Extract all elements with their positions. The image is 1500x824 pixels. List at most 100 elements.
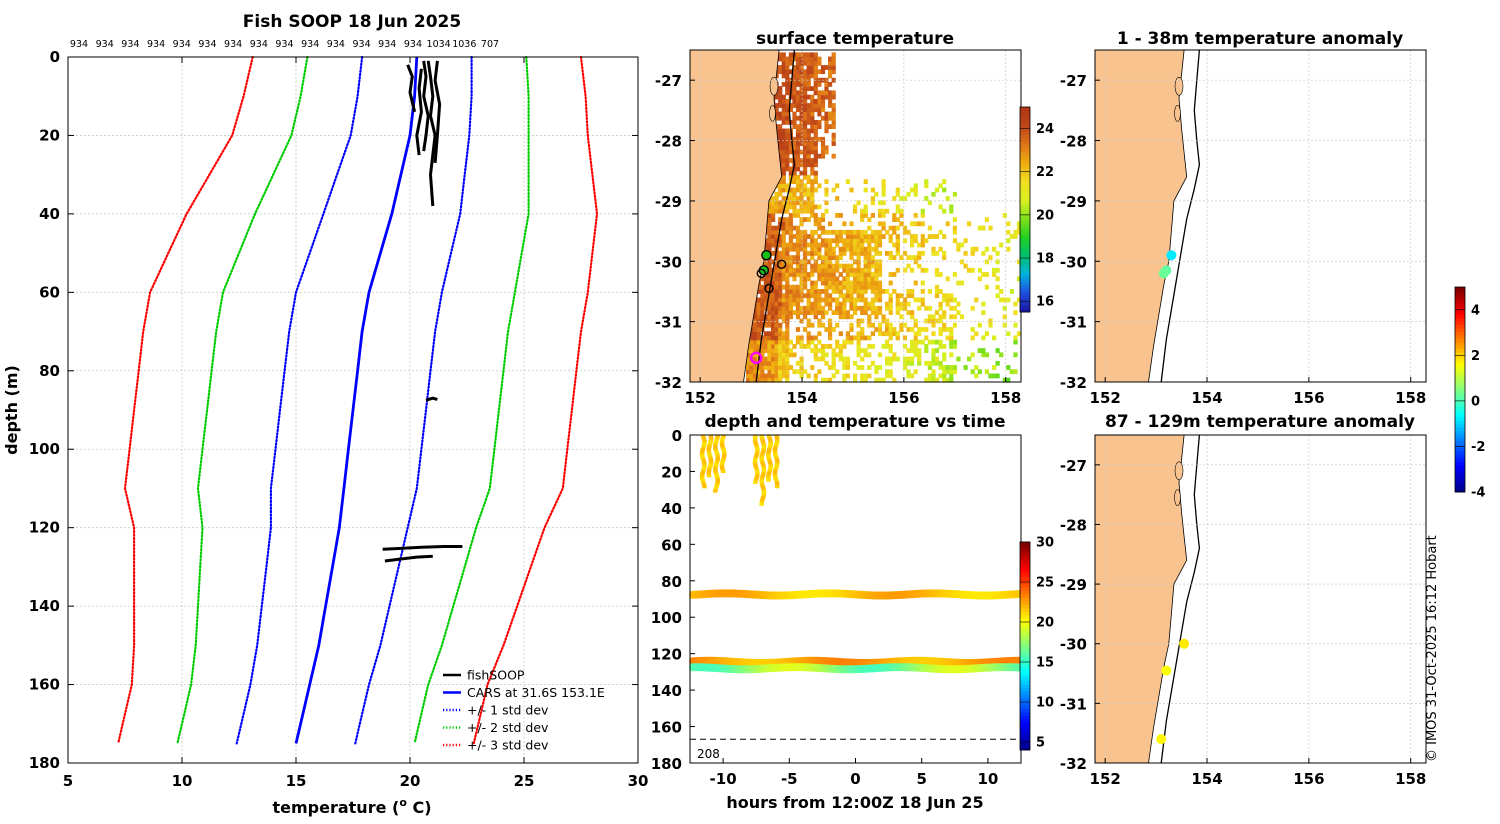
sst-pixel — [835, 238, 840, 244]
sst-pixel — [870, 322, 875, 328]
sst-pixel — [845, 356, 850, 362]
sst-pixel — [870, 310, 875, 315]
sst-pixel — [781, 310, 786, 315]
sst-pixel — [945, 335, 950, 341]
sst-pixel — [820, 314, 826, 320]
sst-pixel — [874, 314, 879, 320]
sst-pixel — [756, 344, 761, 349]
sst-pixel — [781, 318, 786, 324]
depth-time-cast-point — [700, 472, 705, 476]
map-xtick-label: 158 — [990, 389, 1021, 407]
sst-pixel — [888, 297, 893, 303]
sst-pixel — [774, 200, 779, 206]
sst-pixel — [949, 331, 954, 337]
sst-pixel — [988, 373, 993, 379]
depth-time-cast-point — [701, 483, 707, 487]
sst-pixel — [820, 136, 826, 142]
sst-pixel — [753, 339, 758, 345]
sst-pixel — [853, 238, 858, 244]
sst-pixel — [813, 251, 818, 256]
sst-pixel — [824, 259, 829, 265]
sst-pixel — [817, 120, 822, 125]
sst-pixel — [845, 314, 850, 320]
profile-xlabel: temperature (o C) — [272, 796, 431, 817]
sst-pixel — [788, 259, 793, 265]
sst-pixel — [785, 335, 790, 341]
sst-pixel — [899, 293, 904, 299]
sst-pixel — [806, 251, 811, 256]
sst-pixel — [842, 297, 847, 303]
sst-pixel — [888, 331, 893, 337]
sst-pixel — [817, 255, 822, 260]
sst-pixel — [949, 339, 954, 345]
sst-pixel — [781, 145, 786, 151]
sst-pixel — [778, 242, 783, 248]
sst-pixel — [799, 280, 804, 286]
sst-pixel — [778, 149, 783, 155]
sst-pixel — [803, 246, 808, 252]
sst-pixel — [792, 141, 797, 146]
sst-pixel — [767, 259, 772, 265]
sst-pixel — [845, 284, 850, 290]
colorbar-segment — [1455, 396, 1465, 401]
sst-pixel — [856, 246, 861, 252]
sst-pixel — [817, 94, 822, 100]
sst-pixel — [778, 69, 783, 75]
sst-pixel — [913, 221, 918, 227]
sst-pixel — [888, 322, 893, 328]
sst-pixel — [910, 373, 915, 379]
sst-pixel — [788, 56, 793, 62]
sst-pixel — [813, 69, 818, 75]
sst-pixel — [828, 344, 833, 349]
sst-pixel — [828, 322, 833, 328]
sst-pixel — [799, 297, 804, 303]
sst-pixel — [813, 149, 818, 155]
depth-time-cast-point — [713, 470, 718, 473]
sst-pixel — [820, 255, 826, 260]
sst-pixel — [785, 369, 790, 375]
sst-pixel — [1002, 305, 1007, 311]
sst-pixel — [856, 293, 861, 299]
sst-pixel — [952, 369, 957, 375]
sst-pixel — [942, 344, 947, 349]
profile-xtick-label: 5 — [63, 772, 73, 790]
sst-pixel — [835, 213, 840, 218]
sst-pixel — [771, 365, 776, 370]
sst-pixel — [806, 158, 811, 163]
sst-pixel — [767, 234, 772, 239]
sst-pixel — [803, 314, 808, 320]
sst-pixel — [842, 314, 847, 320]
sst-pixel — [803, 251, 808, 256]
sst-pixel — [810, 251, 815, 256]
sst-pixel — [902, 225, 908, 231]
profile-fishsoop-segment — [382, 545, 463, 551]
sst-pixel — [792, 170, 797, 176]
sst-pixel — [867, 272, 872, 277]
sst-pixel — [856, 276, 861, 282]
sst-pixel — [892, 213, 897, 218]
sst-pixel — [899, 255, 904, 260]
sst-pixel — [774, 234, 779, 239]
sst-pixel — [863, 213, 868, 218]
map-xtick-label: 158 — [1395, 770, 1426, 788]
sst-pixel — [902, 196, 908, 201]
colorbar-segment — [1020, 698, 1030, 702]
sst-pixel — [781, 204, 786, 210]
sst-pixel — [760, 352, 765, 358]
sst-pixel — [949, 352, 954, 358]
sst-pixel — [795, 98, 801, 104]
depth-time-cast-point — [702, 485, 707, 489]
depth-time-cast-point — [768, 463, 773, 467]
sst-pixel — [842, 238, 847, 244]
sst-pixel — [774, 111, 779, 117]
sst-pixel — [760, 377, 765, 383]
sst-pixel — [860, 267, 865, 273]
sst-pixel — [785, 344, 790, 349]
sst-pixel — [774, 356, 779, 362]
sst-pixel — [863, 276, 868, 282]
sst-pixel — [860, 246, 865, 252]
colorbar-segment — [1020, 663, 1030, 668]
profile-ytick-label: 180 — [29, 754, 60, 772]
sst-pixel — [771, 251, 776, 256]
sst-pixel — [810, 339, 815, 345]
